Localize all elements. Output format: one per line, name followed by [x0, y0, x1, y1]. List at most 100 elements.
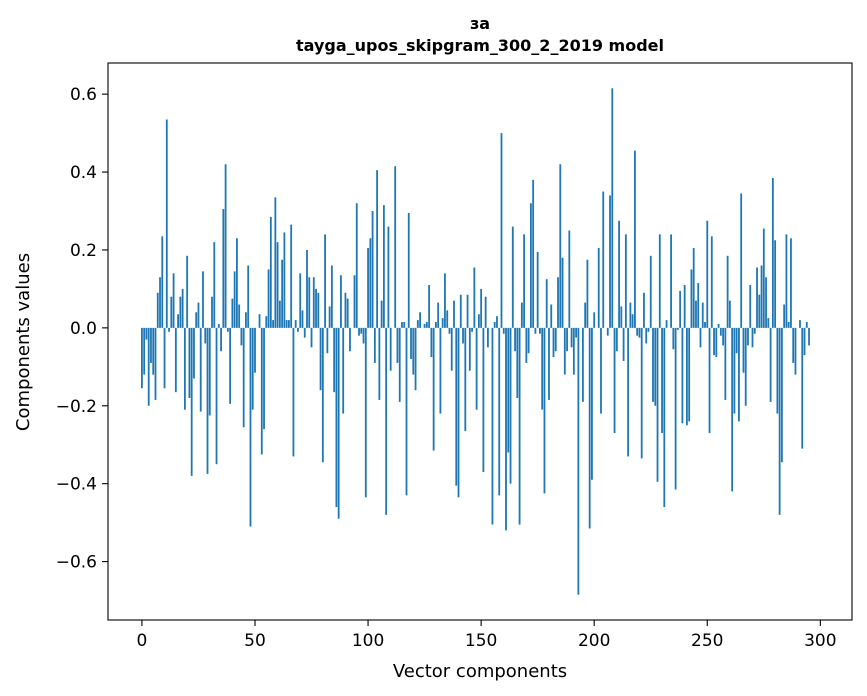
- bar: [715, 327, 718, 358]
- x-tick-label: 300: [804, 631, 836, 651]
- y-tick-label: −0.4: [56, 475, 97, 495]
- bar: [301, 310, 304, 328]
- bar: [645, 327, 648, 344]
- bar: [518, 327, 521, 525]
- bar: [249, 327, 252, 527]
- bar: [281, 259, 284, 328]
- bar: [258, 314, 261, 328]
- bar: [505, 327, 507, 531]
- bar: [511, 226, 514, 328]
- bar: [312, 277, 315, 328]
- bar: [484, 296, 487, 328]
- bar: [147, 327, 150, 406]
- bar: [751, 327, 754, 348]
- bar: [403, 322, 406, 328]
- bar: [353, 275, 356, 328]
- bar: [177, 314, 180, 328]
- bar: [405, 327, 408, 496]
- bar: [699, 327, 702, 348]
- bar: [251, 327, 254, 410]
- bar: [344, 292, 347, 328]
- bar: [190, 327, 193, 476]
- bar: [581, 327, 584, 402]
- bar: [733, 327, 736, 414]
- bars-group: [141, 88, 810, 595]
- chart-title-line1: за: [470, 14, 490, 33]
- bar: [299, 273, 302, 328]
- bar: [643, 292, 645, 328]
- bar: [710, 236, 713, 328]
- bar: [769, 327, 772, 402]
- bar: [159, 277, 161, 328]
- bar: [692, 248, 695, 328]
- bar: [414, 327, 417, 391]
- bar: [615, 327, 618, 352]
- bar: [597, 248, 600, 328]
- bar: [575, 327, 578, 338]
- bar: [378, 327, 381, 400]
- bar: [577, 327, 580, 595]
- bar: [455, 327, 458, 486]
- bar: [600, 327, 602, 414]
- bar: [676, 327, 679, 330]
- bar: [656, 327, 659, 482]
- bar: [204, 327, 207, 344]
- bar: [260, 327, 263, 455]
- y-axis-ticks: −0.6 −0.4 −0.2 0.0 0.2 0.4 0.6: [56, 85, 108, 573]
- bar: [150, 327, 152, 363]
- bar: [197, 302, 200, 328]
- bar: [776, 327, 779, 414]
- bar: [584, 302, 587, 328]
- bar: [242, 327, 245, 428]
- bar: [303, 327, 306, 338]
- bar: [690, 269, 693, 328]
- y-tick-label: 0.0: [70, 319, 97, 339]
- bar: [738, 327, 740, 422]
- bar: [502, 327, 505, 334]
- x-tick-label: 200: [578, 631, 610, 651]
- bar: [294, 320, 297, 328]
- bar: [333, 327, 336, 393]
- bar: [371, 211, 374, 328]
- bar: [471, 327, 473, 332]
- bar: [586, 259, 589, 328]
- bar: [801, 327, 804, 449]
- bar: [428, 285, 431, 328]
- y-tick-label: −0.6: [56, 553, 97, 573]
- bar: [790, 238, 792, 328]
- bar: [683, 285, 686, 328]
- bar: [717, 323, 720, 328]
- bar: [740, 193, 743, 328]
- x-tick-label: 0: [137, 631, 148, 651]
- bar: [554, 327, 557, 352]
- bar: [340, 275, 342, 328]
- bar: [464, 327, 467, 432]
- bar: [539, 327, 541, 334]
- bar: [290, 224, 293, 328]
- bar: [324, 234, 326, 328]
- bar: [713, 327, 715, 356]
- bar: [444, 273, 446, 328]
- bar: [803, 327, 806, 356]
- bar: [240, 327, 243, 346]
- bar: [767, 318, 770, 328]
- y-tick-label: 0.6: [70, 85, 97, 105]
- bar: [760, 265, 763, 328]
- bar: [317, 292, 320, 328]
- bar: [342, 327, 345, 414]
- bar: [640, 327, 643, 459]
- bar: [267, 269, 270, 328]
- bar: [432, 327, 435, 451]
- bar: [202, 271, 204, 328]
- bar: [536, 251, 539, 328]
- bar: [272, 320, 274, 328]
- bar: [771, 177, 774, 328]
- bar: [663, 327, 666, 508]
- bar: [532, 179, 535, 328]
- bar: [523, 234, 525, 328]
- bar: [208, 327, 211, 416]
- bar: [450, 327, 453, 371]
- bar: [448, 327, 451, 334]
- bar: [254, 327, 256, 373]
- y-tick-label: −0.2: [56, 397, 97, 417]
